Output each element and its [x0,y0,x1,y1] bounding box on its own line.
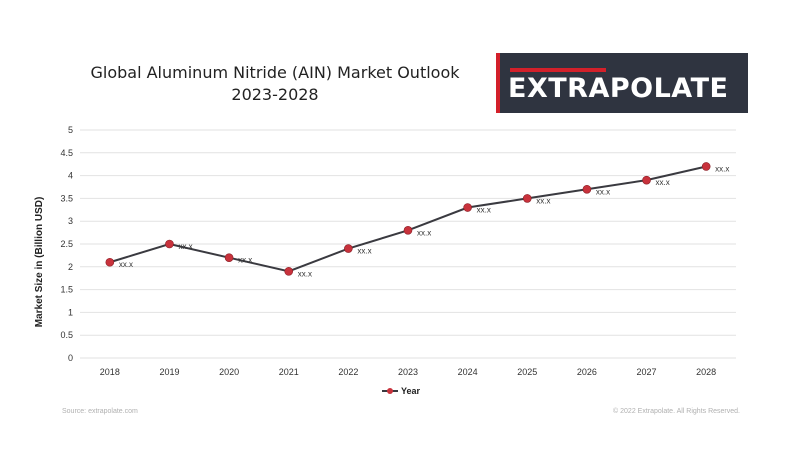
chart-title-line1: Global Aluminum Nitride (AIN) Market Out… [90,63,460,82]
data-labels: xx.x xx.x xx.x xx.x xx.x xx.x xx.x xx.x xx.x xx.x… [119,164,730,278]
y-tick-label: 4.5 [60,148,73,158]
y-tick-label: 2 [68,262,73,272]
data-point [403,226,413,235]
x-tick-label: 2020 [219,367,239,377]
x-tick-label: 2019 [159,367,179,377]
data-point [165,239,174,249]
chart-title-line2: 2023-2028 [231,85,319,104]
data-label: xx.x [477,206,491,215]
legend-marker-swatch [387,388,393,394]
data-label: xx.x [298,269,312,278]
chart-title: Global Aluminum Nitride (AIN) Market Out… [60,62,490,106]
y-tick-label: 4 [68,171,73,181]
y-tick-label: 1.5 [60,285,73,295]
source-note: Source: extrapolate.com [62,408,138,415]
logo-text: EXTRAPOLATE [508,73,729,104]
x-tick-label: 2027 [637,367,657,377]
y-tick-label: 2.5 [60,239,73,249]
data-label: xx.x [178,242,192,251]
data-label: xx.x [656,178,670,187]
data-label: xx.x [536,196,550,205]
y-tick-label: 3.5 [60,193,73,203]
x-tick-label: 2028 [696,367,716,377]
data-point [284,267,294,276]
data-label: xx.x [715,164,729,173]
x-axis-ticks: 2018 2019 2020 2021 2022 2023 2024 2025 2026 2027… [100,367,716,377]
x-tick-label: 2024 [458,367,478,377]
logo-red-bar [510,68,606,72]
x-tick-label: 2023 [398,367,418,377]
data-point [642,175,651,185]
x-tick-label: 2021 [279,367,299,377]
legend: Year [382,386,421,396]
data-point [224,253,234,262]
logo-red-stripe [496,53,500,113]
y-axis-ticks: 0 0.5 1 1.5 2 2.5 3 3.5 4 4.5 5 [60,125,73,363]
extrapolate-logo: EXTRAPOLATE [496,53,748,113]
x-tick-label: 2018 [100,367,120,377]
x-tick-label: 2025 [517,367,537,377]
y-axis-label: Market Size in (Billion USD) [34,197,45,328]
data-point [522,194,532,203]
y-tick-label: 0.5 [60,330,73,340]
copyright-note: © 2022 Extrapolate. All Rights Reserved. [613,408,740,415]
data-label: xx.x [238,256,252,265]
series-markers [105,162,711,276]
gridlines [80,129,736,359]
data-label: xx.x [596,187,610,196]
y-tick-label: 0 [68,353,73,363]
x-tick-label: 2022 [338,367,358,377]
data-label: xx.x [357,247,371,256]
data-point [344,244,353,253]
y-tick-label: 3 [68,216,73,226]
data-point [105,257,115,267]
x-tick-label: 2026 [577,367,597,377]
series-line [109,165,707,273]
legend-label: Year [401,386,421,396]
y-tick-label: 1 [68,307,73,317]
data-label: xx.x [417,228,431,237]
y-tick-label: 5 [68,125,73,135]
data-point [582,184,592,194]
data-point [463,203,472,212]
data-label: xx.x [119,260,133,269]
data-point [701,162,711,171]
